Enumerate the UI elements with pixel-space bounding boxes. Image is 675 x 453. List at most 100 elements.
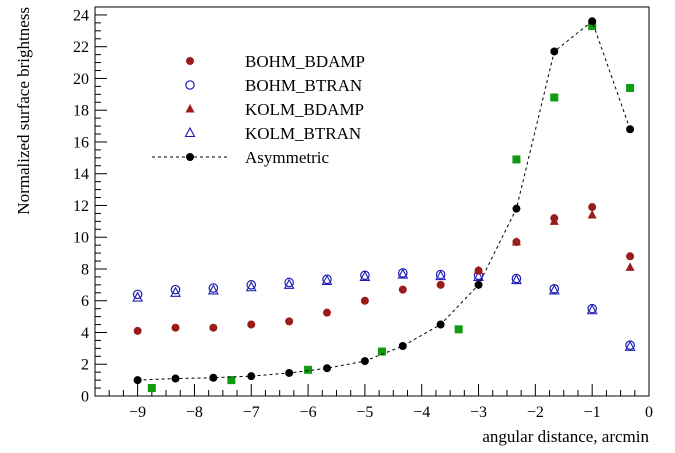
y-tick-label: 18 [73,103,89,120]
y-tick-label: 6 [81,293,89,310]
data-point [588,17,597,26]
data-point [511,236,521,246]
data-point [626,125,635,134]
data-point [285,368,294,377]
data-point [398,341,407,350]
data-point [322,364,331,373]
data-point [435,269,447,281]
data-point [397,268,409,279]
data-point [588,22,597,31]
legend-marker [185,80,195,90]
y-tick-label: 8 [81,261,89,278]
data-point [171,323,180,332]
data-point [227,376,236,385]
data-point [550,47,559,56]
data-point [208,283,219,293]
series-kolm-btran [132,268,636,351]
legend-label: BOHM_BDAMP [245,52,365,71]
x-tick-label: −2 [527,404,544,421]
data-point [549,216,559,225]
data-point [624,340,636,351]
x-tick-label: −5 [356,404,373,421]
plot-frame [94,6,650,397]
x-tick-label: −9 [129,404,146,421]
data-point [245,281,257,292]
legend-entry: Asymmetric [152,148,329,167]
data-point [283,278,295,289]
data-point [588,203,597,212]
data-point [322,308,331,317]
data-point [474,280,483,289]
data-point [246,280,257,290]
data-point [359,270,371,281]
legend-entry: KOLM_BDAMP [185,100,364,119]
asymmetric-line [137,20,631,381]
legend-marker [184,126,196,138]
x-tick-labels: −9 −8 −7 −6 −5 −4 −3 −2 −1 0 [129,404,653,421]
legend-label: Asymmetric [245,148,329,167]
legend-label: KOLM_BDAMP [245,100,364,119]
legend-entry: BOHM_BTRAN [185,76,362,95]
y-tick-label: 2 [81,357,89,374]
axis-ticks [94,6,650,397]
series-bohm-btran [132,268,635,350]
x-tick-label: −4 [413,404,430,421]
data-point [626,83,635,92]
legend: BOHM_BDAMP BOHM_BTRAN KOLM_BDAMP KOLM_BTRAN… [152,52,365,167]
data-series [132,17,636,393]
data-point [548,284,560,295]
y-tick-label: 24 [73,7,89,24]
x-tick-label: −6 [300,404,317,421]
data-point [132,289,143,300]
y-tick-label: 12 [73,198,89,215]
data-point [209,373,218,382]
legend-label: BOHM_BTRAN [245,76,362,95]
x-tick-label: −8 [186,404,203,421]
data-point [586,304,598,315]
data-point [436,280,445,289]
data-point [512,204,521,213]
legend-marker [186,57,194,65]
data-point [360,296,369,305]
y-tick-label: 10 [73,230,89,247]
x-tick-label: −1 [584,404,601,421]
legend-label: KOLM_BTRAN [245,124,361,143]
y-tick-label: 22 [73,39,89,56]
data-point [132,291,144,302]
data-point [454,325,463,334]
data-point [473,270,484,281]
data-point [360,357,369,366]
legend-entry: KOLM_BTRAN [184,124,361,143]
data-point [625,262,635,271]
legend-marker [185,104,195,113]
series-kolm-bdamp [474,209,635,275]
data-point [512,155,521,164]
data-point [398,285,407,294]
series-unlabelled [147,22,635,393]
data-point [133,376,142,385]
data-point [321,274,333,285]
data-point [170,286,181,297]
data-point [626,252,635,261]
y-tick-label: 14 [73,166,89,183]
data-point [170,284,181,295]
data-point [304,365,313,374]
x-tick-label: −3 [470,404,487,421]
data-point [511,273,522,285]
y-tick-label: 16 [73,134,89,151]
data-point [133,326,142,335]
y-tick-label: 4 [81,325,89,342]
series-bohm-bdamp [133,203,635,335]
data-point [147,384,156,393]
data-point [247,320,256,329]
y-tick-label: 0 [81,389,89,406]
data-point [377,347,386,356]
data-point [550,93,559,102]
x-tick-label: −7 [243,404,260,421]
data-point [284,277,294,288]
data-point [436,320,445,329]
x-tick-label: 0 [645,404,653,421]
legend-marker [186,153,194,161]
data-point [247,372,256,381]
